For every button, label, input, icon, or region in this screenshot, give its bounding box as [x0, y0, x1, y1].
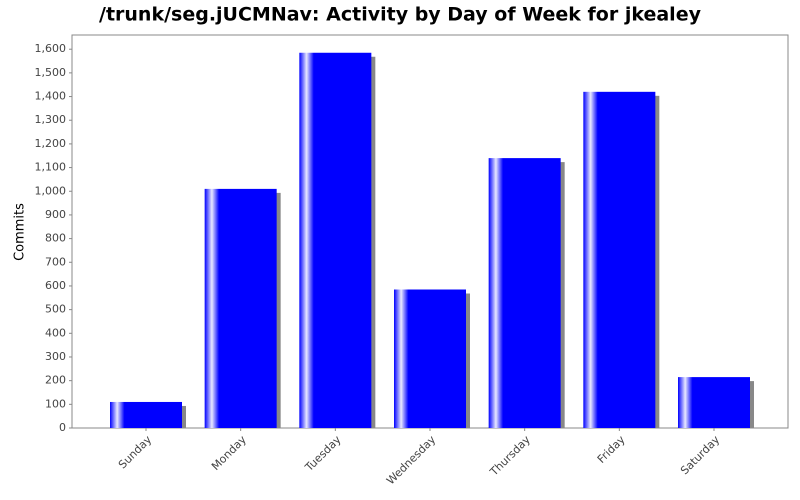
- y-tick-label: 900: [45, 208, 66, 221]
- y-tick-label: 1,600: [35, 42, 67, 55]
- y-axis-label: Commits: [13, 203, 28, 261]
- y-tick-label: 800: [45, 232, 66, 245]
- y-tick-label: 200: [45, 374, 66, 387]
- x-tick-label: Wednesday: [384, 433, 439, 488]
- y-tick-label: 700: [45, 255, 66, 268]
- x-tick-label: Sunday: [116, 433, 155, 472]
- x-tick-label: Friday: [595, 433, 628, 466]
- chart-title: /trunk/seg.jUCMNav: Activity by Day of W…: [99, 4, 702, 26]
- x-tick-label: Monday: [209, 433, 249, 473]
- bar: [394, 289, 466, 428]
- y-tick-label: 1,100: [35, 161, 67, 174]
- y-tick-label: 1,500: [35, 66, 67, 79]
- bar: [488, 158, 561, 428]
- y-tick-label: 1,300: [35, 113, 67, 126]
- x-tick-label: Thursday: [487, 433, 533, 479]
- y-tick-label: 1,200: [35, 137, 67, 150]
- y-tick-label: 100: [45, 397, 66, 410]
- y-tick-label: 500: [45, 303, 66, 316]
- x-tick-label: Saturday: [678, 433, 723, 478]
- y-tick-label: 1,000: [35, 184, 67, 197]
- y-tick-label: 1,400: [35, 90, 67, 103]
- bar: [204, 188, 277, 428]
- x-tick-label: Tuesday: [302, 433, 344, 475]
- y-tick-label: 400: [45, 326, 66, 339]
- bar: [110, 401, 182, 428]
- bar: [583, 91, 656, 428]
- y-tick-label: 600: [45, 279, 66, 292]
- y-tick-label: 0: [59, 421, 66, 434]
- bar: [299, 52, 372, 429]
- bar: [678, 377, 750, 428]
- y-tick-label: 300: [45, 350, 66, 363]
